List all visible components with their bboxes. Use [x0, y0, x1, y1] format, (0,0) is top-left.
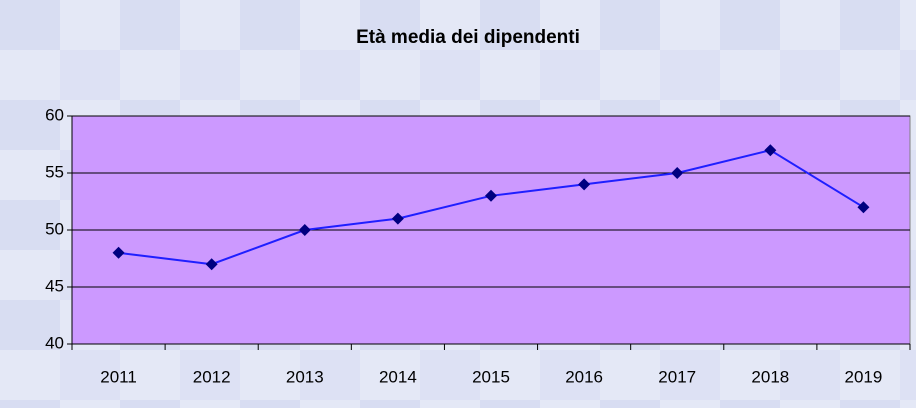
y-tick-label: 45	[45, 276, 64, 295]
data-point	[205, 258, 218, 271]
x-tick-label: 2015	[472, 367, 510, 386]
data-point	[764, 144, 777, 157]
x-tick-label: 2017	[658, 367, 696, 386]
x-tick-label: 2012	[193, 367, 231, 386]
data-point	[298, 224, 311, 236]
x-tick-label: 2019	[845, 367, 883, 386]
data-point	[578, 178, 591, 191]
x-tick-label: 2014	[379, 367, 417, 386]
data-point	[485, 189, 497, 202]
chart-title: Età media dei dipendenti	[356, 27, 580, 48]
x-tick-label: 2018	[751, 367, 789, 386]
data-point	[857, 201, 870, 214]
y-tick-label: 55	[45, 162, 64, 181]
data-point	[391, 212, 404, 225]
data-point	[112, 246, 125, 259]
x-tick-label: 2011	[100, 367, 137, 386]
y-tick-label: 60	[45, 105, 64, 124]
data-point	[671, 167, 684, 179]
y-tick-label: 50	[45, 219, 64, 238]
x-tick-label: 2016	[565, 367, 603, 386]
x-tick-label: 2013	[286, 367, 324, 386]
y-tick-label: 40	[45, 333, 64, 352]
